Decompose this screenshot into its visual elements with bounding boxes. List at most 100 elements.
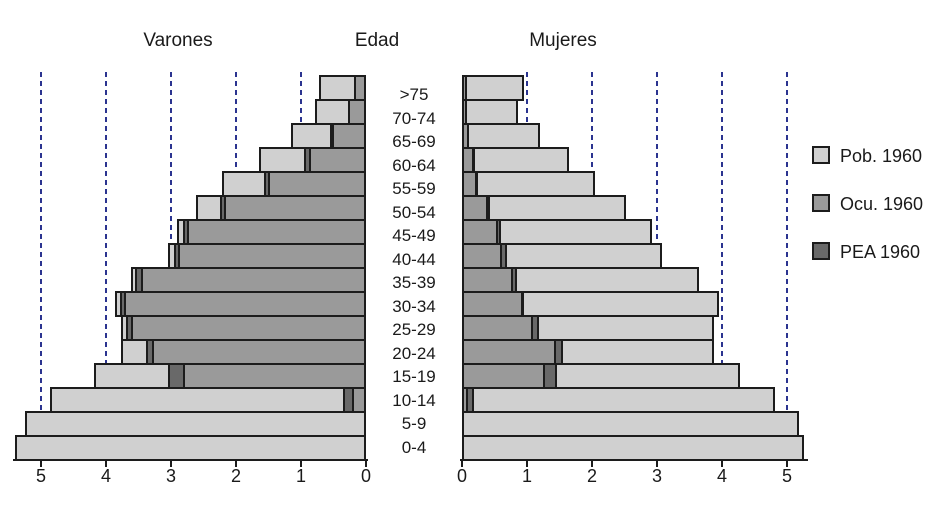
age-label-5-9: 5-9 [401, 414, 427, 433]
age-label-30-34: 30-34 [392, 296, 436, 316]
varones-tick-label-4: 4 [100, 466, 111, 486]
legend-label-pob: Pob. 1960 [840, 146, 923, 166]
bar-mujeres-ocu-35-39 [462, 267, 513, 293]
mujeres-tick-5 [786, 461, 788, 467]
legend-label-ocu: Ocu. 1960 [840, 194, 924, 214]
varones-tick-label-1: 1 [295, 466, 306, 486]
varones-tick-2 [235, 461, 237, 467]
bar-varones-ocu-40-44 [178, 243, 366, 269]
age-label-15-19: 15-19 [392, 367, 436, 386]
mujeres-tick-label-0: 0 [456, 466, 467, 486]
legend-item-pob: Pob. 1960 [810, 146, 950, 168]
varones-tick-0 [365, 461, 367, 467]
legend-label-pea: PEA 1960 [840, 242, 921, 262]
mujeres-tick-label-3: 3 [651, 466, 662, 486]
age-label-55-59: 55-59 [392, 179, 436, 198]
varones-gridline-5 [40, 72, 42, 459]
varones-plot-area [0, 75, 366, 461]
age-label-60-64: 60-64 [392, 155, 436, 175]
mujeres-tick-2 [591, 461, 593, 467]
bar-mujeres-pob->75 [462, 75, 524, 101]
varones-tick-label-0: 0 [360, 466, 371, 486]
bar-varones-ocu-70-74 [348, 99, 366, 125]
age-label-45-49: 45-49 [392, 226, 436, 245]
bar-mujeres-ocu-30-34 [462, 291, 523, 317]
bar-varones-ocu-30-34 [124, 291, 366, 317]
legend-item-ocu: Ocu. 1960 [810, 194, 950, 216]
mujeres-gridline-5 [786, 72, 788, 459]
age-label-50-54: 50-54 [392, 202, 436, 222]
bar-varones-pob-10-14 [50, 387, 366, 413]
legend-swatch-pob [812, 146, 830, 164]
bar-varones-ocu-50-54 [224, 195, 366, 221]
bar-mujeres-pob-0-4 [462, 435, 804, 461]
bar-varones-ocu-10-14 [352, 387, 366, 413]
varones-tick-4 [105, 461, 107, 467]
mujeres-tick-4 [721, 461, 723, 467]
mujeres-tick-3 [656, 461, 658, 467]
bar-varones-ocu-65-69 [332, 123, 366, 149]
varones-gridline-4 [105, 72, 107, 459]
bar-mujeres-pob-60-64 [462, 147, 569, 173]
mujeres-axis-line [460, 459, 808, 461]
bar-mujeres-ocu-50-54 [462, 195, 488, 221]
varones-tick-label-2: 2 [230, 466, 241, 486]
bar-mujeres-ocu->75 [462, 75, 467, 101]
bar-mujeres-ocu-40-44 [462, 243, 502, 269]
age-label-0-4: 0-4 [401, 437, 427, 457]
mujeres-tick-label-5: 5 [781, 466, 792, 486]
age-label-70-74: 70-74 [392, 108, 436, 128]
age-label->75: >75 [399, 85, 429, 104]
bar-mujeres-ocu-60-64 [462, 147, 474, 173]
varones-axis-line [13, 459, 368, 461]
bar-mujeres-pob-10-14 [462, 387, 775, 413]
varones-tick-5 [40, 461, 42, 467]
age-label-25-29: 25-29 [392, 320, 436, 339]
legend-swatch-ocu [812, 194, 830, 212]
varones-tick-1 [300, 461, 302, 467]
bar-mujeres-ocu-10-14 [462, 387, 468, 413]
mujeres-gridline-4 [721, 72, 723, 459]
bar-mujeres-ocu-70-74 [462, 99, 467, 125]
bar-mujeres-ocu-25-29 [462, 315, 533, 341]
bar-mujeres-ocu-20-24 [462, 339, 556, 365]
bar-mujeres-pob-5-9 [462, 411, 799, 437]
bar-varones-ocu-25-29 [131, 315, 366, 341]
varones-tick-label-3: 3 [165, 466, 176, 486]
edad-axis-title: Edad [354, 30, 400, 51]
bar-mujeres-ocu-55-59 [462, 171, 477, 197]
bar-mujeres-pob-70-74 [462, 99, 518, 125]
age-label-65-69: 65-69 [392, 132, 436, 151]
mujeres-tick-label-1: 1 [521, 466, 532, 486]
varones-tick-3 [170, 461, 172, 467]
bar-mujeres-pob-55-59 [462, 171, 595, 197]
bar-varones-ocu->75 [354, 75, 366, 101]
bar-varones-ocu-35-39 [141, 267, 366, 293]
mujeres-tick-label-2: 2 [586, 466, 597, 486]
bar-mujeres-ocu-65-69 [462, 123, 469, 149]
bar-mujeres-pob-65-69 [462, 123, 540, 149]
bar-mujeres-ocu-45-49 [462, 219, 498, 245]
bar-varones-ocu-60-64 [309, 147, 366, 173]
mujeres-tick-label-4: 4 [716, 466, 727, 486]
varones-tick-label-5: 5 [35, 466, 46, 486]
varones-title: Varones [143, 30, 213, 51]
bar-varones-ocu-20-24 [152, 339, 366, 365]
age-label-35-39: 35-39 [392, 273, 436, 292]
age-label-40-44: 40-44 [392, 249, 436, 269]
mujeres-tick-0 [461, 461, 463, 467]
mujeres-plot-area [462, 75, 814, 461]
bar-varones-pob-5-9 [25, 411, 366, 437]
age-label-20-24: 20-24 [392, 343, 436, 363]
bar-mujeres-ocu-15-19 [462, 363, 545, 389]
mujeres-title: Mujeres [529, 30, 597, 51]
legend-item-pea: PEA 1960 [810, 242, 950, 264]
bar-varones-ocu-15-19 [183, 363, 366, 389]
age-label-10-14: 10-14 [392, 390, 436, 410]
bar-varones-ocu-55-59 [268, 171, 366, 197]
mujeres-tick-1 [526, 461, 528, 467]
bar-varones-pob-0-4 [15, 435, 366, 461]
legend-swatch-pea [812, 242, 830, 260]
bar-varones-ocu-45-49 [187, 219, 366, 245]
